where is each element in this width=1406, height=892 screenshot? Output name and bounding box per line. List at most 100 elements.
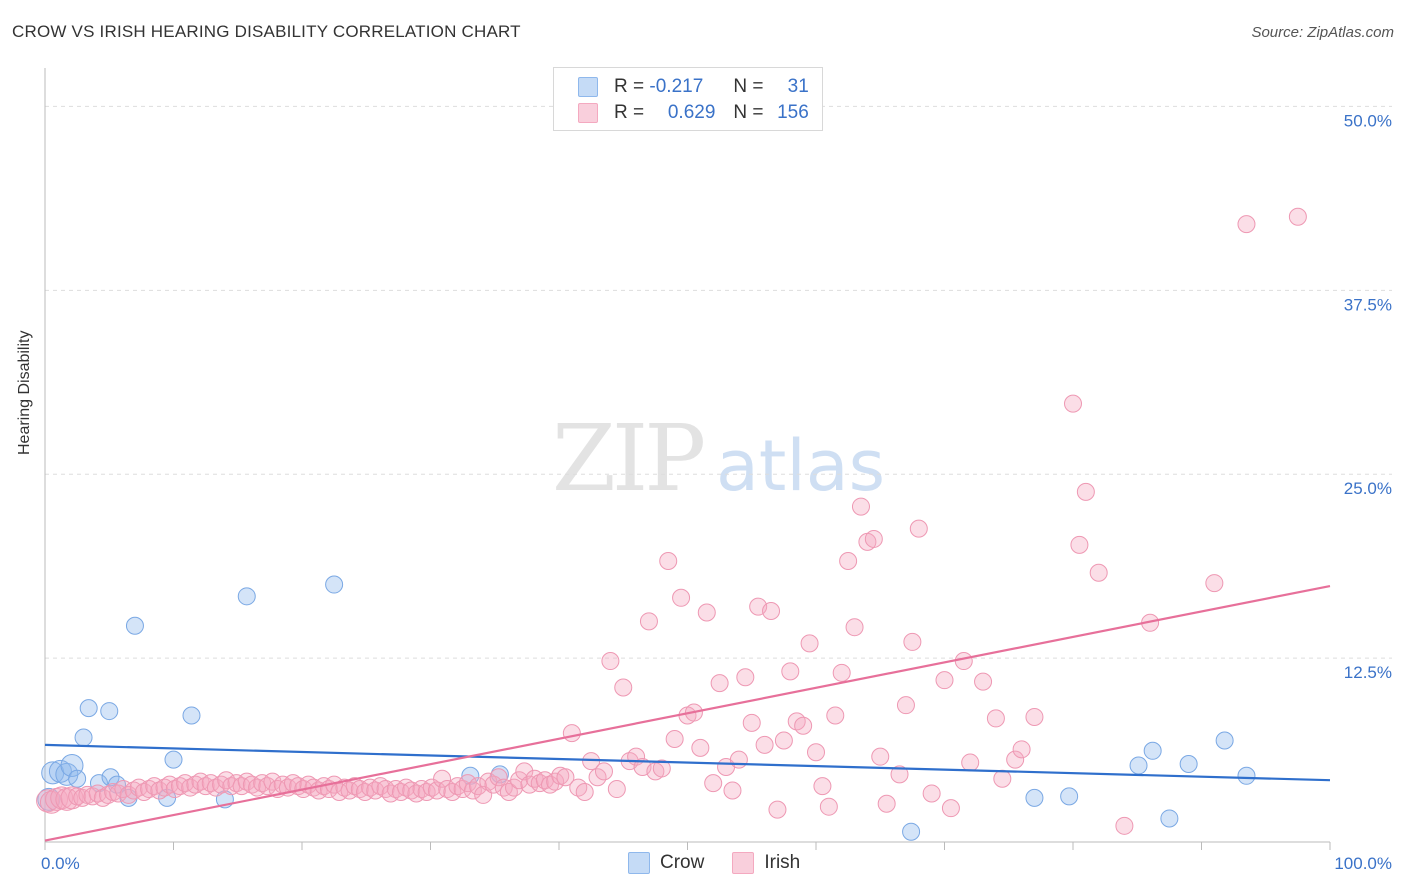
irish-point-152 (890, 765, 909, 784)
irish-points (36, 207, 1307, 835)
irish-point-0 (36, 789, 60, 813)
irish-point-147 (851, 497, 870, 516)
irish-point-119 (672, 588, 691, 607)
irish-point-133 (762, 602, 781, 621)
irish-point-88 (489, 768, 508, 787)
irish-point-104 (575, 782, 594, 801)
irish-swatch (578, 103, 598, 123)
y-tick-label-3: 50.0% (1344, 111, 1392, 130)
crow-point-6 (74, 728, 93, 747)
crow-point-15 (164, 750, 183, 769)
crow-r-label: R = (614, 76, 645, 97)
irish-point-151 (877, 794, 896, 813)
irish-point-33 (206, 778, 225, 797)
y-tick-label-1: 25.0% (1344, 479, 1392, 498)
grid-lines (45, 105, 1392, 659)
irish-point-175 (1288, 207, 1307, 226)
crow-point-18 (237, 587, 256, 606)
irish-point-167 (1064, 394, 1082, 413)
irish-point-169 (1076, 482, 1095, 501)
irish-trend-line (44, 584, 1331, 842)
crow-n-label: N = (733, 76, 764, 97)
irish-point-39 (237, 772, 256, 791)
irish-point-102 (562, 724, 581, 743)
irish-point-141 (813, 777, 832, 796)
irish-point-132 (755, 735, 774, 754)
irish-point-107 (594, 762, 613, 781)
crow-r-value: -0.217 (649, 76, 704, 97)
irish-point-130 (742, 713, 761, 732)
crow-point-27 (1160, 809, 1179, 828)
crow-legend-swatch (628, 852, 650, 874)
legend-row-crow: R = -0.217 N = 31 (578, 75, 809, 99)
y-tick-label-0: 12.5% (1344, 663, 1392, 682)
irish-point-159 (954, 652, 973, 671)
irish-point-127 (723, 781, 742, 800)
crow-n-value: 31 (787, 76, 809, 97)
axes (44, 68, 1331, 850)
irish-point-123 (697, 603, 716, 622)
crow-point-4 (60, 754, 84, 777)
crow-point-25 (1129, 756, 1148, 775)
crow-point-16 (182, 706, 201, 725)
irish-point-93 (515, 762, 534, 781)
y-tick-label-2: 37.5% (1344, 295, 1392, 314)
crow-point-23 (1025, 788, 1044, 807)
irish-legend-swatch (732, 852, 755, 874)
irish-point-114 (639, 612, 658, 631)
irish-point-157 (935, 671, 954, 690)
crow-swatch (578, 77, 598, 97)
irish-point-35 (217, 771, 236, 790)
irish-point-158 (941, 799, 960, 818)
irish-point-166 (1025, 707, 1044, 726)
irish-point-25 (165, 780, 184, 799)
irish-point-70 (397, 778, 416, 797)
irish-point-129 (736, 668, 755, 687)
irish-point-77 (433, 769, 452, 788)
irish-point-99 (546, 772, 565, 791)
irish-point-110 (614, 678, 633, 697)
crow-point-28 (1179, 755, 1198, 774)
irish-point-116 (652, 759, 671, 778)
irish-point-86 (479, 772, 498, 791)
crow-point-19 (325, 575, 344, 594)
legend-row-irish: R = 0.629 N = 156 (578, 101, 809, 125)
tick-labels: 12.5% 25.0% 37.5% 50.0% 0.0% 100.0% (41, 111, 1392, 873)
irish-point-140 (807, 743, 825, 762)
crow-point-0 (37, 787, 61, 811)
crow-point-29 (1215, 731, 1234, 750)
irish-point-98 (541, 775, 560, 794)
irish-point-144 (832, 663, 851, 682)
irish-point-101 (556, 768, 575, 787)
irish-point-136 (781, 662, 800, 681)
irish-legend-label: Irish (764, 852, 801, 873)
irish-point-154 (903, 632, 922, 651)
crow-point-22 (902, 822, 921, 841)
irish-point-145 (839, 552, 858, 571)
trend-lines (44, 584, 1331, 842)
irish-point-165 (1012, 740, 1031, 759)
irish-point-142 (819, 797, 838, 816)
irish-point-78 (438, 780, 457, 799)
irish-point-117 (659, 552, 678, 571)
irish-point-160 (961, 753, 980, 772)
irish-point-161 (974, 672, 993, 691)
irish-r-value: 0.629 (667, 102, 716, 123)
crow-point-10 (101, 768, 120, 787)
crow-point-24 (1060, 787, 1079, 806)
watermark: ZIP atlas (552, 405, 885, 512)
crow-point-20 (461, 766, 480, 785)
irish-point-109 (607, 780, 626, 799)
crow-point-2 (48, 759, 72, 783)
legend-item-irish[interactable]: Irish (732, 852, 800, 874)
irish-point-92 (510, 771, 529, 790)
irish-point-150 (871, 747, 890, 766)
crow-point-9 (100, 702, 119, 721)
irish-point-125 (710, 674, 729, 693)
irish-point-84 (469, 777, 488, 796)
x-tick-label-min: 0.0% (41, 854, 80, 873)
legend-item-crow[interactable]: Crow (628, 852, 704, 874)
irish-point-128 (729, 750, 748, 769)
crow-trend-line (44, 743, 1331, 782)
